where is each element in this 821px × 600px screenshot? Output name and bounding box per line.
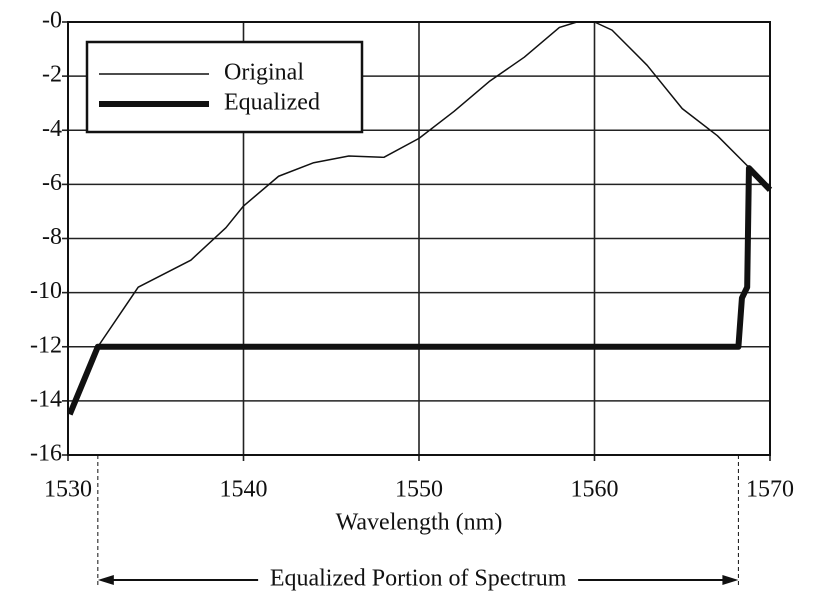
y-tick-label: -6 <box>42 170 62 196</box>
legend-label: Original <box>224 60 304 86</box>
y-tick-label: -16 <box>30 441 62 467</box>
arrow-head <box>722 575 739 585</box>
x-tick-label: 1550 <box>395 477 443 503</box>
plot-frame <box>67 21 771 456</box>
x-tick-label: 1570 <box>746 477 794 503</box>
legend-box <box>85 40 364 134</box>
y-tick-label: -4 <box>42 116 62 142</box>
x-tick-label: 1560 <box>571 477 619 503</box>
x-tick-label: 1540 <box>220 477 268 503</box>
arrow-head <box>97 575 114 585</box>
y-tick-label: -8 <box>42 224 62 250</box>
legend-label: Equalized <box>224 90 320 116</box>
y-tick-label: -0 <box>42 8 62 34</box>
y-tick-label: -2 <box>42 62 62 88</box>
y-tick-label: -12 <box>30 332 62 358</box>
annotation-text: Equalized Portion of Spectrum <box>270 566 567 592</box>
y-tick-label: -10 <box>30 278 62 304</box>
data-line <box>66 165 773 416</box>
y-tick-label: -14 <box>30 386 62 412</box>
x-tick-label: 1530 <box>44 477 92 503</box>
x-axis-label: Wavelength (nm) <box>336 510 503 536</box>
data-line <box>97 21 771 348</box>
annotation-bg <box>258 564 579 596</box>
